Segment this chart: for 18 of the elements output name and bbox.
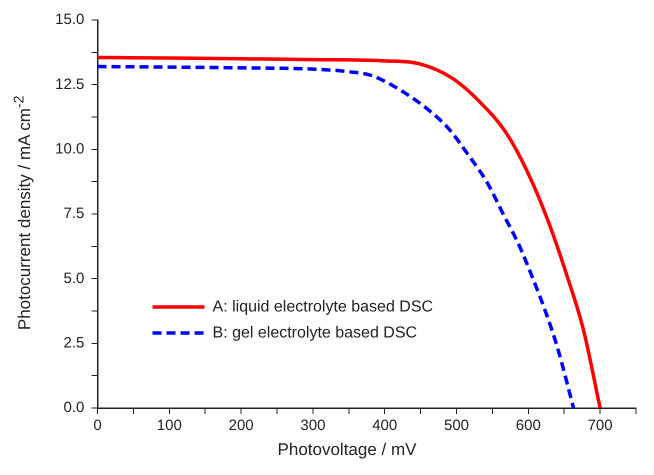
- x-tick-label: 500: [440, 417, 474, 434]
- x-tick-label: 100: [152, 417, 186, 434]
- x-tick-label: 300: [296, 417, 330, 434]
- y-tick-label: 7.5: [59, 205, 89, 222]
- x-tick-label: 600: [512, 417, 545, 434]
- y-tick-label: 15.0: [51, 11, 89, 28]
- x-tick-label: 0: [89, 417, 106, 434]
- y-tick-label: 2.5: [59, 334, 89, 352]
- y-tick-label: 10.0: [51, 140, 89, 158]
- legend-label: A: liquid electrolyte based DSC: [212, 298, 434, 316]
- x-axis-title: Photovoltage / mV: [276, 440, 418, 460]
- legend-label: B: gel electrolyte based DSC: [212, 324, 418, 342]
- y-tick-label: 0.0: [59, 399, 89, 416]
- x-tick-label: 400: [368, 417, 402, 434]
- x-tick-label: 200: [224, 417, 258, 434]
- x-tick-label: 700: [583, 417, 617, 434]
- y-tick-label: 5.0: [59, 270, 89, 287]
- y-tick-label: 12.5: [51, 76, 89, 93]
